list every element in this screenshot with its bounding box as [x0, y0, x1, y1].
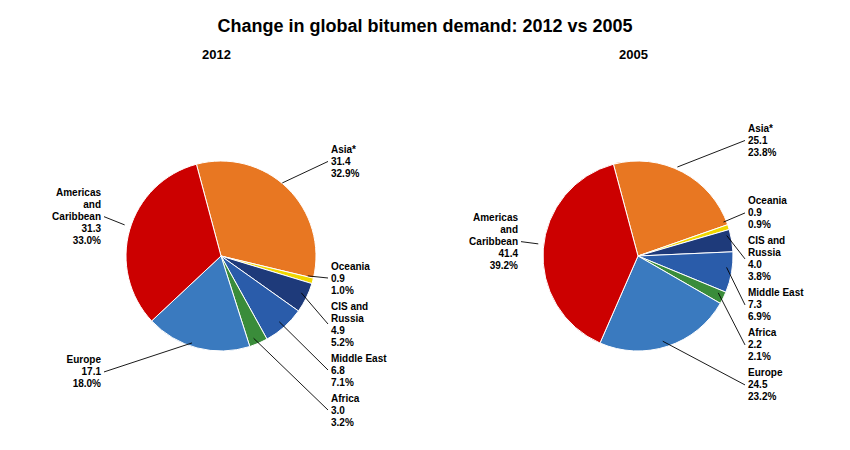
svg-text:CIS andRussia4.03.8%: CIS andRussia4.03.8%	[748, 235, 785, 282]
html-text:2012: 2012	[202, 47, 231, 62]
svg-text:Asia*31.432.9%: Asia*31.432.9%	[331, 144, 359, 179]
svg-text:Middle East6.87.1%: Middle East6.87.1%	[331, 353, 387, 388]
svg-text:Africa2.22.1%: Africa2.22.1%	[748, 327, 777, 362]
svg-text:Africa3.03.2%: Africa3.03.2%	[331, 393, 360, 428]
html-text:Change in global bitumen deman: Change in global bitumen demand: 2012 vs…	[217, 16, 633, 36]
svg-text:Europe17.118.0%: Europe17.118.0%	[67, 354, 102, 389]
svg-text:AmericasandCaribbean41.439.2%: AmericasandCaribbean41.439.2%	[469, 212, 518, 271]
svg-text:Europe24.523.2%: Europe24.523.2%	[748, 367, 783, 402]
svg-text:Oceania0.91.0%: Oceania0.91.0%	[331, 261, 370, 296]
svg-text:Oceania0.90.9%: Oceania0.90.9%	[748, 195, 787, 230]
svg-text:AmericasandCaribbean31.333.0%: AmericasandCaribbean31.333.0%	[52, 187, 101, 246]
html-text:2005: 2005	[619, 47, 648, 62]
svg-text:Asia*25.123.8%: Asia*25.123.8%	[748, 123, 776, 158]
svg-text:CIS andRussia4.95.2%: CIS andRussia4.95.2%	[331, 301, 368, 348]
svg-text:Middle East7.36.9%: Middle East7.36.9%	[748, 287, 804, 322]
